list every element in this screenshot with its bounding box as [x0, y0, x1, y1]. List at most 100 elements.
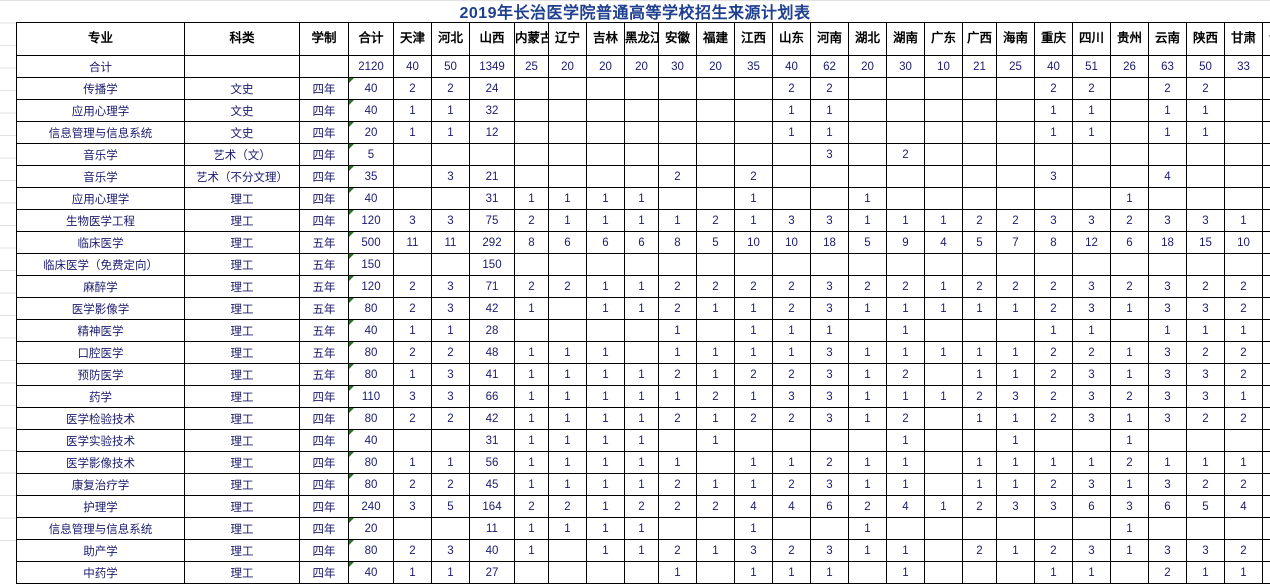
cell-province-12: 6 — [811, 496, 849, 518]
cell-province-23 — [1225, 122, 1263, 144]
cell-province-16: 1 — [963, 452, 997, 474]
cell-province-2: 2 — [432, 78, 470, 100]
cell-province-8: 2 — [659, 496, 697, 518]
cell-major: 康复治疗学 — [17, 474, 185, 496]
cell-province-13: 1 — [849, 364, 887, 386]
table-row: 传播学文史四年4022242222225040 — [17, 78, 1270, 100]
cell-province-19: 1 — [1073, 562, 1111, 584]
cell-province-9: 1 — [697, 342, 735, 364]
cell-province-4: 1 — [515, 298, 549, 320]
cell-province-13 — [849, 78, 887, 100]
cell-province-6: 1 — [587, 364, 625, 386]
cell-province-11: 2 — [773, 408, 811, 430]
cell-province-12 — [811, 254, 849, 276]
cell-province-15 — [925, 254, 963, 276]
header-anhui: 安徽 — [659, 23, 697, 56]
cell-province-22: 5 — [1187, 496, 1225, 518]
title-row: 2019年长治医学院普通高等学校招生来源计划表 — [0, 0, 1270, 22]
cell-province-6: 1 — [587, 518, 625, 540]
cell-province-4: 1 — [515, 386, 549, 408]
cell-province-21: 3 — [1149, 276, 1187, 298]
cell-province-6 — [587, 254, 625, 276]
cell-province-13: 1 — [849, 386, 887, 408]
cell-province-12 — [811, 166, 849, 188]
cell-province-7: 20 — [625, 56, 659, 78]
cell-province-7: 1 — [625, 430, 659, 452]
cell-major: 中药学 — [17, 562, 185, 584]
cell-province-24 — [1263, 254, 1270, 276]
cell-province-14 — [887, 188, 925, 210]
cell-province-18 — [1035, 144, 1073, 166]
cell-province-21: 6 — [1149, 496, 1187, 518]
cell-province-14: 1 — [887, 320, 925, 342]
cell-length: 四年 — [300, 452, 349, 474]
cell-province-13: 2 — [849, 496, 887, 518]
cell-province-19: 3 — [1073, 298, 1111, 320]
cell-province-16 — [963, 78, 997, 100]
cell-province-21: 2 — [1149, 78, 1187, 100]
page-title: 2019年长治医学院普通高等学校招生来源计划表 — [459, 0, 810, 23]
cell-province-10 — [735, 122, 773, 144]
cell-province-3: 42 — [470, 298, 515, 320]
cell-province-5: 2 — [549, 496, 587, 518]
cell-province-10: 1 — [735, 210, 773, 232]
cell-province-20: 2 — [1111, 452, 1149, 474]
cell-province-3: 28 — [470, 320, 515, 342]
cell-province-20: 1 — [1111, 430, 1149, 452]
cell-province-15: 4 — [925, 232, 963, 254]
cell-province-19: 3 — [1073, 408, 1111, 430]
cell-major: 医学检验技术 — [17, 408, 185, 430]
cell-province-3: 75 — [470, 210, 515, 232]
cell-total: 80 — [349, 474, 394, 496]
cell-province-6 — [587, 78, 625, 100]
cell-province-13: 1 — [849, 210, 887, 232]
cell-province-1: 2 — [394, 78, 432, 100]
spreadsheet-canvas: 2019年长治医学院普通高等学校招生来源计划表 — [0, 0, 1270, 556]
cell-province-4 — [515, 144, 549, 166]
cell-province-23: 33 — [1225, 56, 1263, 78]
table-row: 助产学理工四年802340111213231121231332115480 — [17, 540, 1270, 562]
cell-major: 药学 — [17, 386, 185, 408]
cell-province-9: 5 — [697, 232, 735, 254]
cell-province-8: 2 — [659, 540, 697, 562]
cell-province-10 — [735, 430, 773, 452]
cell-province-9: 1 — [697, 298, 735, 320]
cell-total: 40 — [349, 188, 394, 210]
cell-province-5 — [549, 78, 587, 100]
cell-province-11 — [773, 144, 811, 166]
cell-province-24 — [1263, 100, 1270, 122]
cell-length: 四年 — [300, 474, 349, 496]
cell-length: 五年 — [300, 254, 349, 276]
cell-total: 40 — [349, 100, 394, 122]
cell-province-12: 18 — [811, 232, 849, 254]
table-row: 应用心理学文史四年4011321111115040 — [17, 100, 1270, 122]
cell-major: 预防医学 — [17, 364, 185, 386]
cell-province-9: 2 — [697, 210, 735, 232]
cell-province-8: 1 — [659, 342, 697, 364]
cell-province-18: 1 — [1035, 452, 1073, 474]
cell-province-10: 3 — [735, 540, 773, 562]
cell-province-1: 2 — [394, 298, 432, 320]
cell-province-9: 1 — [697, 408, 735, 430]
cell-province-18: 1 — [1035, 100, 1073, 122]
cell-length: 四年 — [300, 408, 349, 430]
cell-province-20 — [1111, 78, 1149, 100]
cell-province-6 — [587, 562, 625, 584]
cell-province-1: 1 — [394, 562, 432, 584]
cell-province-18: 2 — [1035, 78, 1073, 100]
cell-province-2 — [432, 188, 470, 210]
cell-province-9 — [697, 562, 735, 584]
cell-province-9: 1 — [697, 474, 735, 496]
cell-province-21 — [1149, 144, 1187, 166]
cell-total: 80 — [349, 342, 394, 364]
cell-province-1: 3 — [394, 210, 432, 232]
cell-province-2 — [432, 254, 470, 276]
cell-province-7: 1 — [625, 276, 659, 298]
cell-province-23: 1 — [1225, 386, 1263, 408]
cell-province-16: 1 — [963, 474, 997, 496]
cell-province-12: 3 — [811, 386, 849, 408]
cell-province-18: 1 — [1035, 122, 1073, 144]
cell-province-14 — [887, 254, 925, 276]
cell-province-23: 2 — [1225, 540, 1263, 562]
